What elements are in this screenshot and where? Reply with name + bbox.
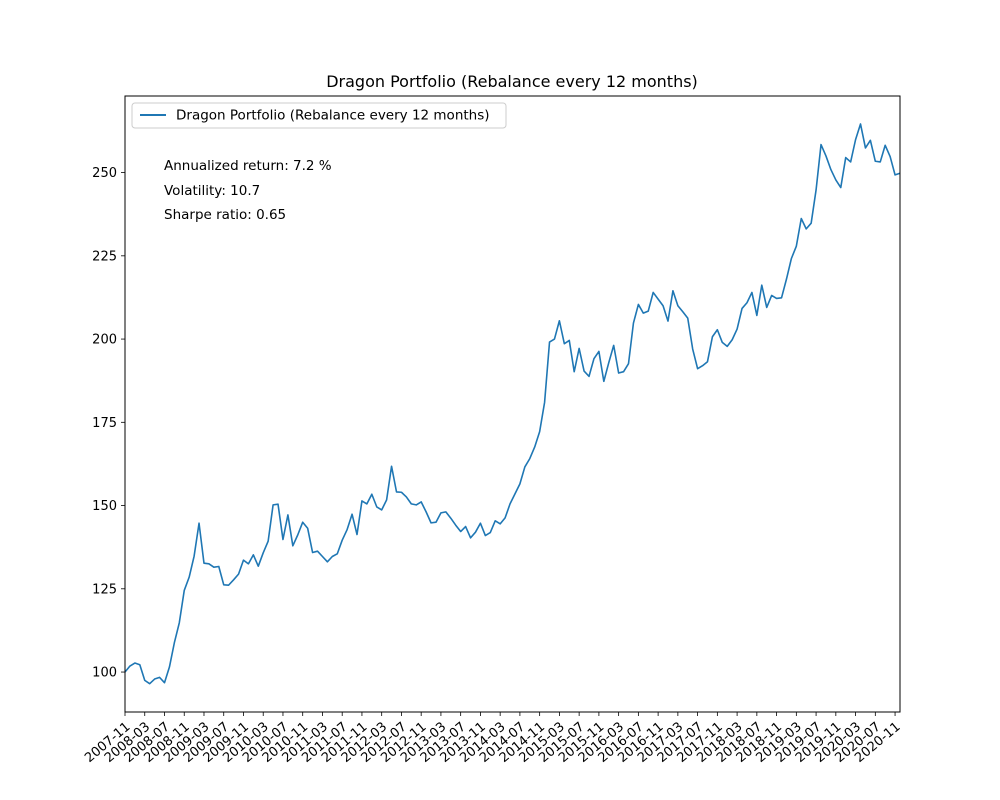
- y-tick-label: 200: [92, 333, 117, 348]
- y-tick-label: 150: [92, 499, 117, 514]
- series-layer: [124, 123, 901, 685]
- y-tick-label: 125: [92, 582, 117, 597]
- legend-label: Dragon Portfolio (Rebalance every 12 mon…: [176, 108, 490, 124]
- y-tick-label: 225: [92, 249, 117, 264]
- y-tick-label: 100: [92, 666, 117, 681]
- volatility-annotation: Volatility: 10.7: [164, 183, 260, 199]
- legend: Dragon Portfolio (Rebalance every 12 mon…: [131, 102, 507, 129]
- y-tick-label: 250: [92, 166, 117, 181]
- x-axis: 2007-112008-032008-072008-112009-032009-…: [82, 712, 903, 766]
- sharpe-ratio-annotation: Sharpe ratio: 0.65: [164, 207, 286, 223]
- annualized-return-annotation: Annualized return: 7.2 %: [164, 158, 332, 174]
- series-line-dragon-portfolio: [124, 123, 901, 685]
- legend-box: [131, 102, 507, 129]
- y-tick-label: 175: [92, 416, 117, 431]
- chart-title: Dragon Portfolio (Rebalance every 12 mon…: [326, 72, 698, 91]
- plot-frame: [124, 95, 901, 713]
- y-axis: 100 125 150 175 200 225 250: [92, 166, 125, 681]
- annotations: Annualized return: 7.2 % Volatility: 10.…: [164, 158, 332, 223]
